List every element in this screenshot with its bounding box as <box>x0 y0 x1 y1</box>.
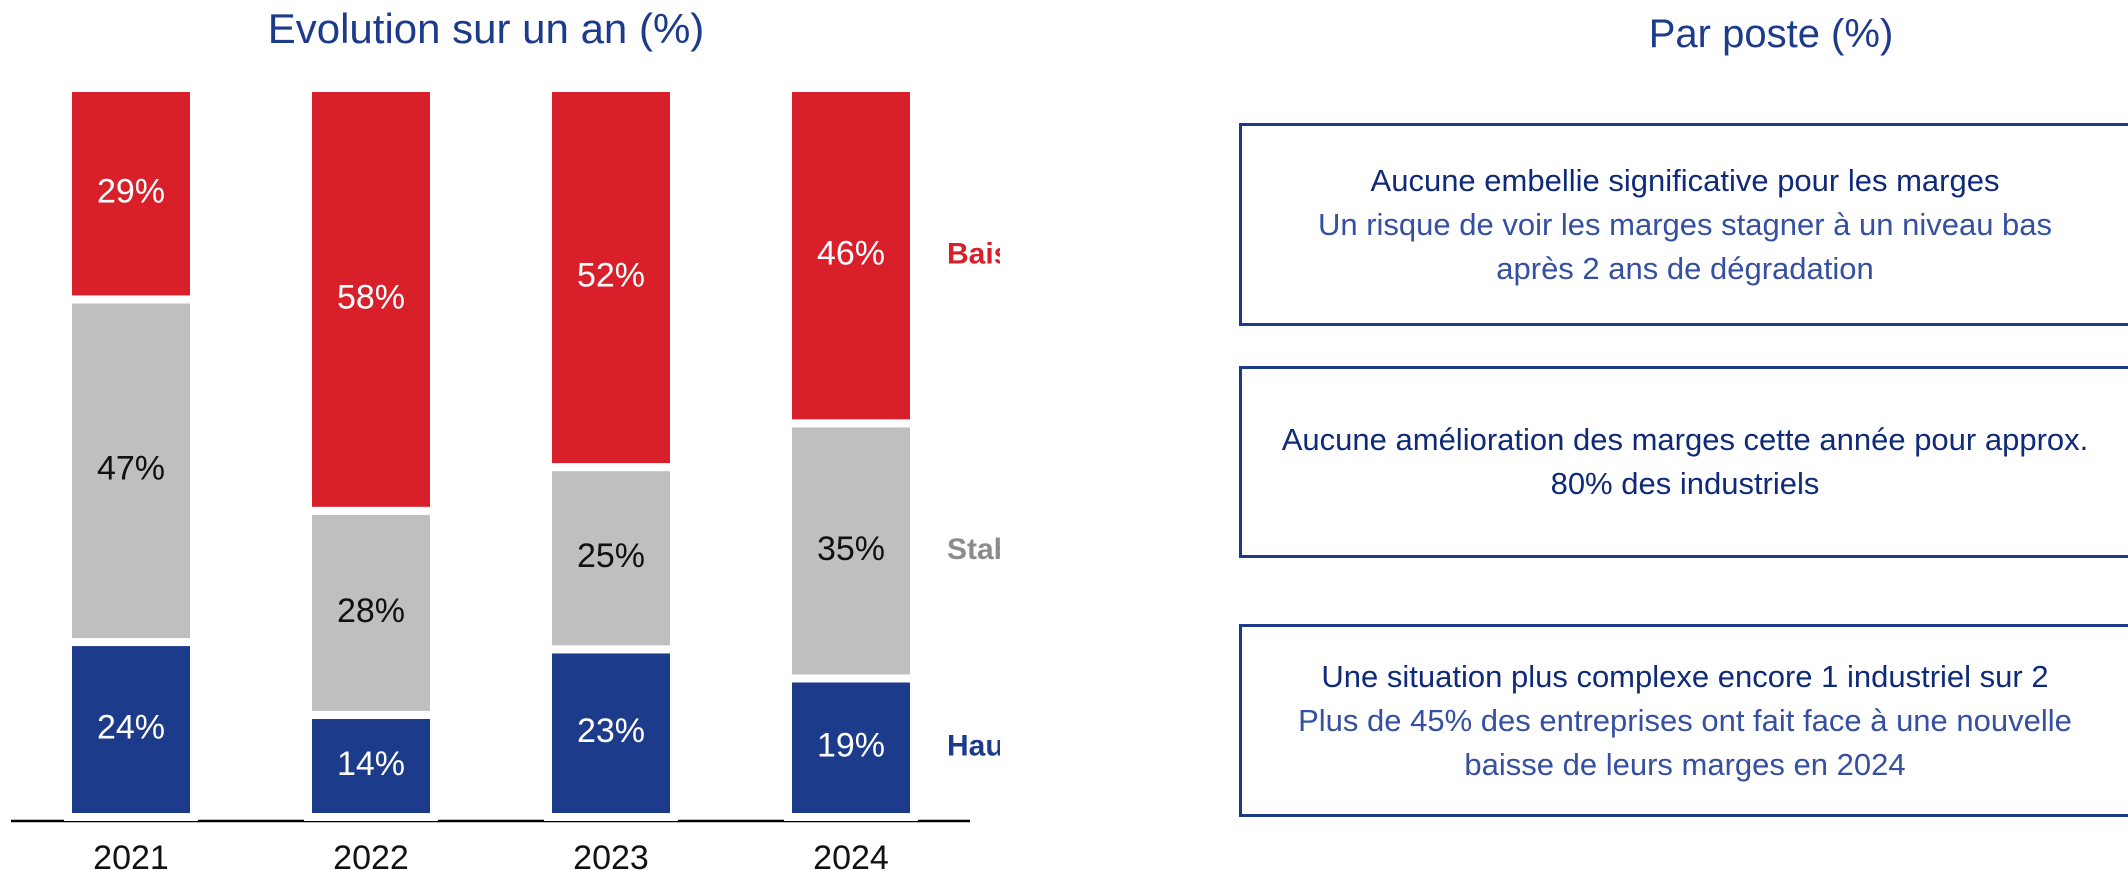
value-label: 58% <box>337 278 405 316</box>
value-label: 35% <box>817 530 885 568</box>
bar-segment <box>64 638 198 821</box>
bar-segment <box>304 506 438 719</box>
bar-segment <box>64 84 198 304</box>
panel-title: Par poste (%) <box>1648 12 1894 56</box>
bar-segment <box>304 710 438 821</box>
value-label: 24% <box>97 709 165 747</box>
bar-segment <box>784 84 918 428</box>
chart: Evolution sur un an (%) 24% 47% 29% 2021 14%… <box>11 5 1000 875</box>
bar-segment <box>304 84 438 515</box>
value-label: 46% <box>817 235 885 273</box>
info-box: Aucune embellie significative pour les m… <box>1239 123 2128 326</box>
value-label: 29% <box>97 173 165 211</box>
x-tick-label: 2023 <box>573 839 649 875</box>
chart-title: Evolution sur un an (%) <box>268 5 705 52</box>
value-label: 28% <box>337 592 405 630</box>
value-label: 23% <box>577 712 645 750</box>
x-tick-label: 2024 <box>813 839 889 875</box>
box-heading: Aucune amélioration des marges cette ann… <box>1281 422 2089 501</box>
bar-segment <box>544 84 678 472</box>
info-box: Aucune amélioration des marges cette ann… <box>1239 366 2128 558</box>
value-label: 47% <box>97 450 165 488</box>
legend-label: Baisse <box>947 238 1000 271</box>
bar-segment <box>784 674 918 821</box>
value-label: 14% <box>337 745 405 783</box>
bar-segment <box>544 463 678 654</box>
bar-segment <box>784 419 918 683</box>
legend-label: Stable <box>947 533 1000 566</box>
value-label: 25% <box>577 537 645 575</box>
bar-segment <box>544 645 678 822</box>
x-tick-label: 2022 <box>333 839 409 875</box>
box-text: Plus de 45% des entreprises ont fait fac… <box>1298 702 2072 782</box>
x-tick-label: 2021 <box>93 839 169 875</box>
legend-label: Hausse <box>947 730 1000 763</box>
info-box: Une situation plus complexe encore 1 ind… <box>1239 624 2128 817</box>
box-heading: Aucune embellie significative pour les m… <box>1370 162 2000 198</box>
bar-segment <box>64 295 198 647</box>
value-label: 19% <box>817 727 885 765</box>
box-text: Un risque de voir les marges stagner à u… <box>1317 206 2053 286</box>
box-heading: Une situation plus complexe encore 1 ind… <box>1321 658 2049 694</box>
value-label: 52% <box>577 257 645 295</box>
